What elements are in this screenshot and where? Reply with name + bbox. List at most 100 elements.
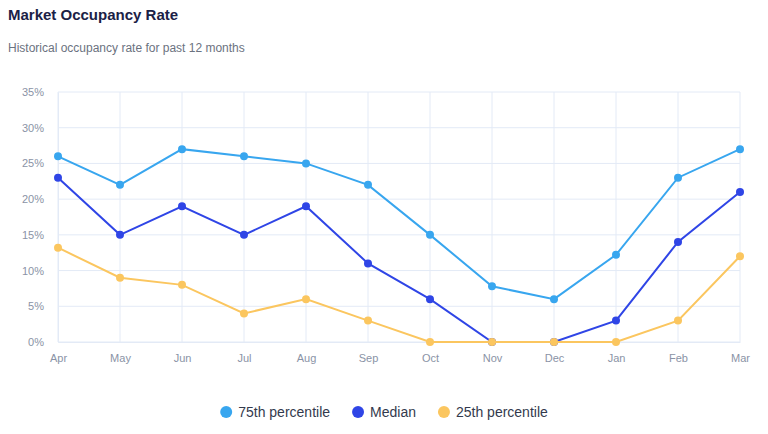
x-tick: May bbox=[110, 342, 131, 364]
x-tick-label: Sep bbox=[359, 352, 379, 364]
y-grid-line bbox=[58, 127, 740, 128]
series-point bbox=[178, 145, 186, 153]
chart-subtitle: Historical occupancy rate for past 12 mo… bbox=[8, 41, 245, 55]
series-line bbox=[58, 149, 740, 299]
y-grid-line bbox=[58, 234, 740, 235]
legend-marker bbox=[220, 406, 232, 418]
series-point bbox=[426, 295, 434, 303]
y-tick-label: 10% bbox=[22, 265, 44, 277]
y-grid-line bbox=[58, 92, 740, 93]
series-point bbox=[550, 295, 558, 303]
y-tick-label: 15% bbox=[22, 229, 44, 241]
y-tick: 30% bbox=[22, 122, 58, 134]
x-tick-label: Dec bbox=[545, 352, 565, 364]
series-point bbox=[612, 317, 620, 325]
y-tick: 35% bbox=[22, 86, 58, 98]
x-grid-line bbox=[678, 92, 679, 342]
legend-item: 25th percentile bbox=[438, 404, 548, 420]
y-tick: 20% bbox=[22, 193, 58, 205]
x-tick: Jun bbox=[174, 342, 192, 364]
series-point bbox=[302, 202, 310, 210]
x-tick-label: Jul bbox=[237, 352, 251, 364]
series-point bbox=[54, 152, 62, 160]
series-point bbox=[240, 152, 248, 160]
x-grid-line bbox=[740, 92, 741, 342]
series-point bbox=[488, 282, 496, 290]
legend-label: Median bbox=[370, 404, 416, 420]
series-point bbox=[488, 338, 496, 346]
plot-area: 0% 5% 10% 15% 20% 25% 30% 35% Apr May Jun Jul Aug Sep… bbox=[22, 86, 750, 364]
series-point bbox=[674, 174, 682, 182]
legend-item: Median bbox=[352, 404, 416, 420]
chart-svg: Market Occupancy Rate Historical occupanc… bbox=[0, 0, 768, 434]
x-grid-line bbox=[492, 92, 493, 342]
series-point bbox=[54, 174, 62, 182]
series-point bbox=[116, 231, 124, 239]
y-tick: 0% bbox=[28, 336, 58, 348]
series-point bbox=[550, 338, 558, 346]
y-axis-line bbox=[58, 93, 59, 343]
series-point bbox=[736, 188, 744, 196]
series-point bbox=[612, 251, 620, 259]
y-tick: 10% bbox=[22, 265, 58, 277]
x-tick-label: Nov bbox=[483, 352, 503, 364]
series-point bbox=[674, 238, 682, 246]
series-point bbox=[240, 231, 248, 239]
x-tick: Feb bbox=[669, 342, 688, 364]
x-tick: Aug bbox=[297, 342, 317, 364]
x-grid-line bbox=[182, 92, 183, 342]
y-grid-line bbox=[58, 163, 740, 164]
x-tick-label: Feb bbox=[669, 352, 688, 364]
series-point bbox=[426, 338, 434, 346]
legend: 75th percentile Median 25th percentile bbox=[220, 404, 548, 420]
legend-label: 75th percentile bbox=[238, 404, 330, 420]
x-grid-line bbox=[120, 92, 121, 342]
x-tick-label: May bbox=[110, 352, 131, 364]
series-point bbox=[736, 145, 744, 153]
series-point bbox=[426, 231, 434, 239]
x-tick-label: Apr bbox=[50, 352, 67, 364]
x-tick-label: Jan bbox=[608, 352, 626, 364]
legend-marker bbox=[352, 406, 364, 418]
x-tick-label: Oct bbox=[422, 352, 439, 364]
series-point bbox=[736, 252, 744, 260]
x-tick-label: Mar bbox=[731, 352, 750, 364]
series-point bbox=[116, 274, 124, 282]
x-grid-line bbox=[368, 92, 369, 342]
chart-title: Market Occupancy Rate bbox=[8, 6, 178, 23]
x-grid-line bbox=[306, 92, 307, 342]
y-axis: 0% 5% 10% 15% 20% 25% 30% 35% bbox=[22, 86, 59, 348]
x-tick: Apr bbox=[50, 342, 67, 364]
y-tick-label: 20% bbox=[22, 193, 44, 205]
y-grid-line bbox=[58, 342, 740, 343]
legend-label: 25th percentile bbox=[456, 404, 548, 420]
series-point bbox=[612, 338, 620, 346]
series-line bbox=[58, 178, 740, 342]
grid bbox=[58, 92, 740, 342]
series-point bbox=[178, 281, 186, 289]
y-tick-label: 30% bbox=[22, 122, 44, 134]
y-grid-line bbox=[58, 199, 740, 200]
x-axis-line bbox=[59, 342, 741, 343]
series-point bbox=[116, 181, 124, 189]
series-line bbox=[58, 248, 740, 342]
series-point bbox=[488, 338, 496, 346]
series-point bbox=[302, 159, 310, 167]
series-point bbox=[550, 338, 558, 346]
series-point bbox=[364, 181, 372, 189]
y-tick: 15% bbox=[22, 229, 58, 241]
x-grid-line bbox=[58, 92, 59, 342]
x-grid-line bbox=[430, 92, 431, 342]
y-grid-line bbox=[58, 306, 740, 307]
x-tick: Sep bbox=[359, 342, 379, 364]
series-point bbox=[674, 317, 682, 325]
x-tick-label: Aug bbox=[297, 352, 317, 364]
x-tick: Jul bbox=[237, 342, 251, 364]
y-tick: 25% bbox=[22, 157, 58, 169]
x-axis: Apr May Jun Jul Aug Sep Oct Nov Dec Jan Feb Mar bbox=[50, 342, 750, 364]
series-point bbox=[178, 202, 186, 210]
y-tick-label: 5% bbox=[28, 300, 44, 312]
x-grid-line bbox=[554, 92, 555, 342]
y-tick-label: 25% bbox=[22, 157, 44, 169]
x-tick-label: Jun bbox=[174, 352, 192, 364]
